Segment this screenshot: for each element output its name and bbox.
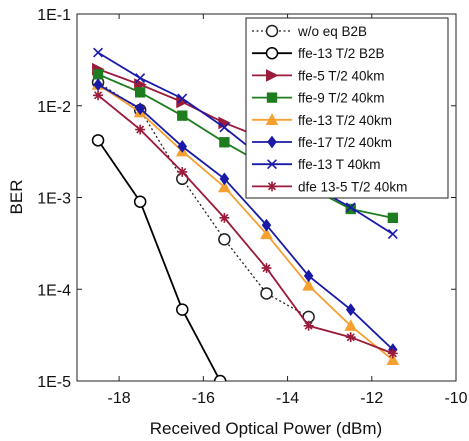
data-point (135, 73, 146, 84)
legend-label: dfe 13-5 T/2 40km (298, 179, 407, 194)
series-dfe-13-5-t-2-40km (93, 90, 398, 359)
legend-label: ffe-13 T/2 40km (298, 113, 392, 128)
x-tick-label: -18 (108, 390, 131, 407)
data-point (134, 87, 146, 98)
data-point (303, 320, 314, 331)
data-point (218, 233, 231, 246)
legend-label: ffe-13 T 40km (298, 157, 381, 172)
series-line (97, 51, 394, 235)
data-point (93, 47, 104, 58)
legend-entry: ffe-13 T/2 B2B (252, 46, 385, 61)
data-point (261, 218, 272, 232)
axis-ticks: -18 -16 -14 -12 -10 1E-5 1E-4 1E-3 1E-2 1E-1 (37, 7, 467, 407)
legend-entry: ffe-13 T 40km (252, 157, 381, 172)
data-point (219, 212, 230, 223)
data-point (93, 78, 103, 91)
legend-marker (267, 181, 277, 192)
data-point (176, 303, 189, 316)
data-point (135, 102, 145, 115)
series-line (97, 139, 221, 381)
data-point (177, 140, 188, 153)
data-point (91, 134, 105, 147)
x-tick-label: -16 (192, 390, 215, 407)
data-point (213, 374, 227, 381)
data-point (135, 124, 146, 135)
x-tick-label: -14 (276, 390, 299, 407)
legend-entry: ffe-13 T/2 40km (252, 113, 392, 128)
data-point (218, 180, 231, 193)
legend-marker (265, 24, 279, 38)
data-point (345, 303, 356, 316)
legend-label: ffe-9 T/2 40km (298, 91, 385, 106)
data-point (344, 319, 358, 331)
data-point (177, 110, 188, 121)
legend-label: w/o eq B2B (297, 24, 367, 39)
legend-marker (267, 159, 277, 170)
legend-marker (265, 46, 279, 60)
series-line (97, 73, 393, 219)
data-point (133, 195, 147, 208)
legend-box (245, 17, 449, 199)
legend-entry: ffe-17 T/2 40km (252, 135, 392, 150)
legend-label: ffe-5 T/2 40km (298, 68, 385, 83)
series-line (97, 94, 394, 355)
data-point (345, 202, 356, 213)
data-point (219, 122, 230, 133)
legend-entry: ffe-5 T/2 40km (252, 68, 385, 83)
y-axis-title: BER (7, 180, 26, 215)
legend-marker (267, 135, 277, 149)
data-point (387, 212, 399, 224)
legend-marker (266, 69, 279, 82)
data-point (260, 227, 273, 240)
series-line (97, 83, 394, 351)
legend-label: ffe-13 T/2 B2B (298, 46, 385, 61)
data-point (219, 172, 230, 186)
legend-entry: w/o eq B2B (252, 24, 367, 39)
legend-label: ffe-17 T/2 40km (298, 135, 392, 150)
data-point (260, 287, 273, 300)
y-tick-label: 1E-5 (37, 374, 71, 391)
series-ffe-13-t-2-b2b (91, 134, 227, 381)
y-tick-label: 1E-1 (37, 7, 71, 24)
x-axis-title: Received Optical Power (dBm) (150, 419, 382, 438)
x-tick-label: -10 (444, 390, 467, 407)
legend-entry: dfe 13-5 T/2 40km (252, 179, 407, 194)
series-line (97, 83, 394, 361)
legend: w/o eq B2B ffe-13 T/2 B2B ffe-5 T/2 40km ff… (245, 17, 449, 199)
x-tick-label: -12 (360, 390, 383, 407)
legend-marker (266, 92, 278, 103)
data-point (177, 166, 188, 177)
legend-entry: ffe-9 T/2 40km (252, 91, 385, 106)
y-tick-label: 1E-4 (37, 282, 71, 299)
data-point (219, 137, 230, 148)
data-point (387, 348, 398, 359)
data-point (177, 93, 188, 104)
data-point (345, 203, 356, 215)
data-point (303, 269, 314, 283)
data-point (345, 332, 356, 343)
legend-marker (265, 113, 279, 125)
data-point (386, 353, 400, 366)
y-tick-label: 1E-2 (37, 99, 71, 116)
data-point (302, 278, 315, 291)
data-point (261, 263, 272, 274)
data-point (92, 69, 104, 80)
y-tick-label: 1E-3 (37, 191, 71, 208)
data-point (93, 90, 104, 101)
data-point (387, 229, 398, 239)
